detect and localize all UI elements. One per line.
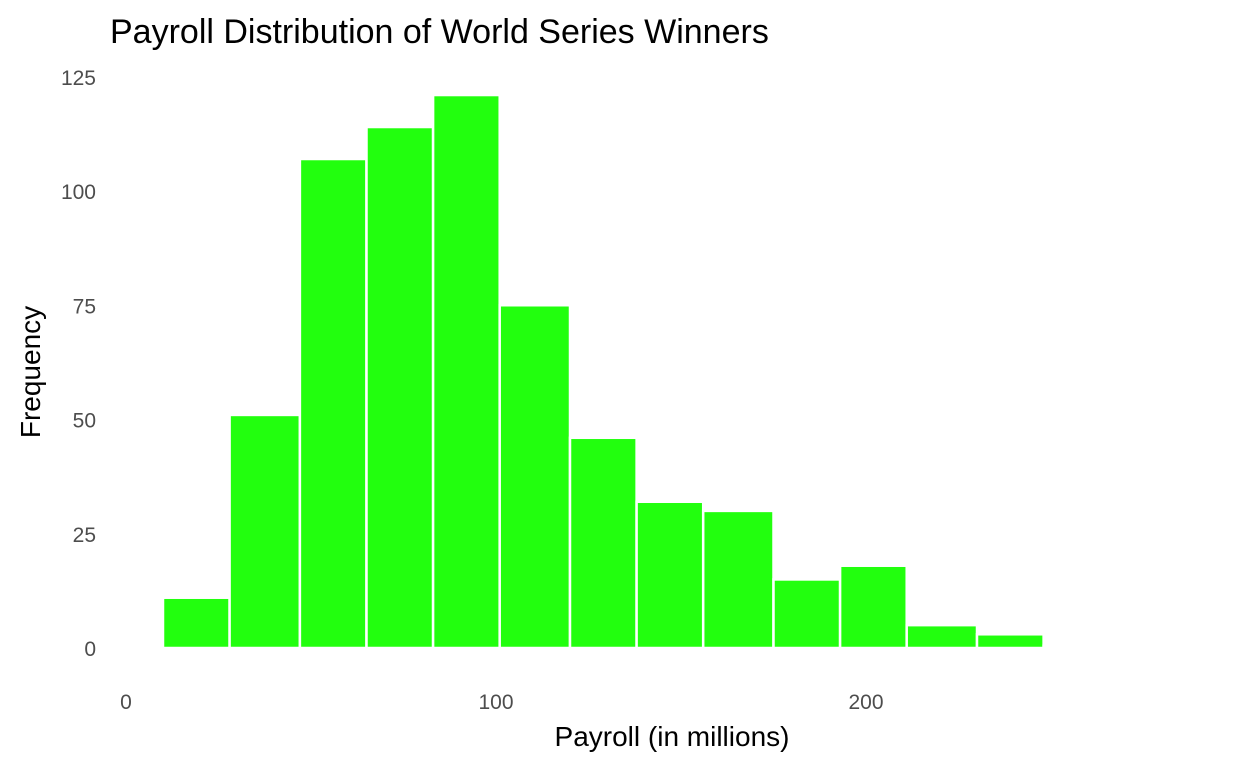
chart-title: Payroll Distribution of World Series Win… <box>110 13 769 51</box>
y-tick-label: 50 <box>73 410 96 433</box>
histogram-bar-8 <box>635 500 705 650</box>
histogram-bar-5 <box>431 93 501 650</box>
histogram-bar-4 <box>365 125 435 650</box>
y-tick-label: 0 <box>84 638 96 661</box>
histogram-bar-3 <box>298 157 368 650</box>
histogram-bar-12 <box>905 623 979 650</box>
histogram-bar-10 <box>772 578 842 650</box>
x-tick-label: 100 <box>478 691 513 714</box>
y-tick-label: 75 <box>73 295 96 318</box>
histogram-bar-6 <box>498 304 572 650</box>
histogram-bar-11 <box>838 564 908 650</box>
histogram-bar-9 <box>701 509 775 650</box>
histogram-bar-2 <box>228 413 302 650</box>
y-tick-label: 25 <box>73 524 96 547</box>
x-tick-label: 200 <box>848 691 883 714</box>
y-tick-label: 125 <box>61 67 96 90</box>
x-axis-label: Payroll (in millions) <box>555 721 790 752</box>
histogram-bar-15 <box>1108 644 1182 650</box>
histogram-bar-7 <box>568 436 638 650</box>
histogram-bar-13 <box>975 633 1045 650</box>
histogram-bar-14 <box>1042 644 1112 650</box>
x-tick-label: 0 <box>120 691 132 714</box>
histogram-bar-1 <box>161 596 231 650</box>
histogram-bars <box>161 93 1182 650</box>
y-axis-ticks: 0 25 50 75 100 125 <box>61 67 96 661</box>
y-axis-label: Frequency <box>15 306 46 438</box>
x-axis-ticks: 0 100 200 <box>120 691 883 714</box>
y-tick-label: 100 <box>61 181 96 204</box>
